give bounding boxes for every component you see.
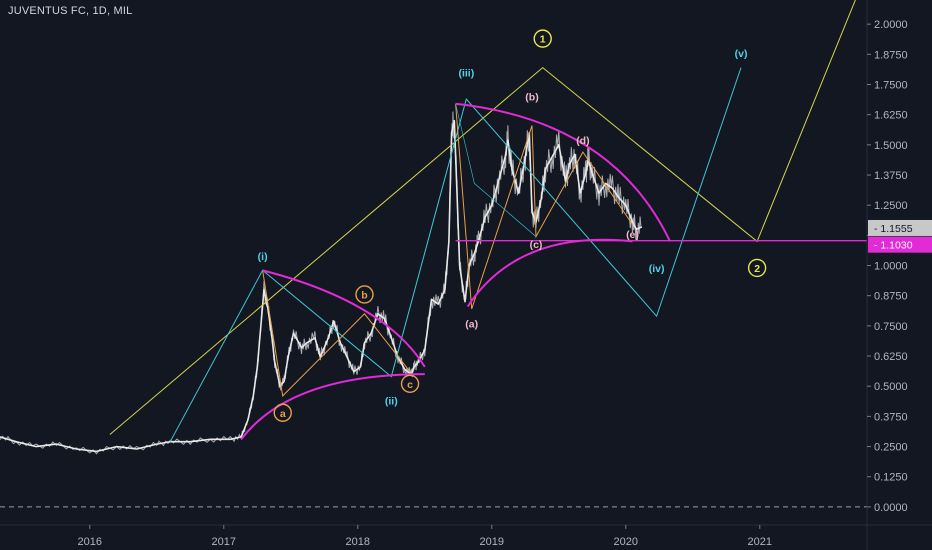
arc-3 xyxy=(466,238,633,308)
wave-label: (iii) xyxy=(458,67,474,79)
price-axis-label: 2.0000 xyxy=(874,19,908,31)
time-axis-label: 2017 xyxy=(212,536,236,548)
price-axis-label: 1.0000 xyxy=(874,261,908,273)
support-price-tag xyxy=(868,236,932,253)
time-axis-label: 2020 xyxy=(614,536,638,548)
wave-label: (a) xyxy=(465,318,478,330)
price-axis-label: 1.2500 xyxy=(874,200,908,212)
wave-labels-layer: 1 2 (i) (ii) (iii) (iv) (v) a b c (a) (b) (c) (d) (e) xyxy=(258,29,767,422)
last-price-label: - 1.1555 xyxy=(874,223,913,235)
price-axis-label: 1.7500 xyxy=(874,79,908,91)
price-axis-label: 1.6250 xyxy=(874,110,908,122)
wave-label: (i) xyxy=(258,251,268,263)
wave-label: (e) xyxy=(626,229,639,241)
price-axis-label: 0.8750 xyxy=(874,291,908,303)
arc-1 xyxy=(240,373,425,440)
price-series-layer xyxy=(0,111,643,455)
price-axis-label: 0.5000 xyxy=(874,381,908,393)
price-axis-label: 0.2500 xyxy=(874,442,908,454)
price-axis-label: 0.3750 xyxy=(874,411,908,423)
price-axis: 0.0000 0.1250 0.2500 0.3750 0.5000 0.6250 0.75… xyxy=(867,19,908,514)
price-axis-label: 0.1250 xyxy=(874,472,908,484)
last-price-tag xyxy=(868,219,932,236)
time-axis: 2016 2017 2018 2019 2020 2021 xyxy=(78,525,772,548)
wave-label: b xyxy=(361,289,367,301)
wave-label: (ii) xyxy=(385,396,398,408)
wave-label: (iv) xyxy=(649,263,665,275)
wave-label: a xyxy=(280,408,286,420)
wave-label: c xyxy=(407,379,413,391)
arc-layer xyxy=(240,102,867,440)
chart-title: JUVENTUS FC, 1D, MIL xyxy=(8,5,133,17)
wave-label: (c) xyxy=(530,239,543,251)
time-axis-label: 2021 xyxy=(748,536,772,548)
arc-4 xyxy=(455,102,671,242)
time-axis-label: 2016 xyxy=(78,536,102,548)
elliott-wave-lines-layer xyxy=(109,0,856,442)
time-axis-label: 2018 xyxy=(346,536,370,548)
price-axis-label: 1.5000 xyxy=(874,140,908,152)
price-axis-label: 0.0000 xyxy=(874,502,908,514)
intermediate-channel-line xyxy=(262,98,657,378)
wave-label-circle xyxy=(533,29,552,48)
wave-label-circle xyxy=(355,285,374,304)
price-axis-label: 0.7500 xyxy=(874,321,908,333)
wave-label: (d) xyxy=(576,135,589,147)
price-tags: - 1.155507:52:40- 1.1030 xyxy=(868,219,932,253)
time-axis-label: 2019 xyxy=(480,536,504,548)
wave-label: 2 xyxy=(754,263,760,275)
price-axis-label: 1.8750 xyxy=(874,49,908,61)
wave-label-circle xyxy=(747,258,767,278)
intermediate-wave-line xyxy=(169,67,742,442)
minor-wave-line-2 xyxy=(455,103,633,310)
wave-label: (v) xyxy=(735,48,748,60)
primary-wave-line xyxy=(109,0,856,435)
intermediate-subwave-line xyxy=(455,103,537,237)
minor-wave-line xyxy=(262,270,411,397)
wave-label-circle xyxy=(273,403,292,422)
support-price-label: - 1.1030 xyxy=(874,240,913,252)
price-axis-label: 1.3750 xyxy=(874,170,908,182)
wave-label: 1 xyxy=(540,34,546,46)
price-axis-label: 0.6250 xyxy=(874,351,908,363)
price-noise-line xyxy=(0,111,642,455)
wave-label-circle xyxy=(400,374,420,393)
wave-label: (b) xyxy=(525,92,538,104)
arc-2 xyxy=(262,269,426,368)
